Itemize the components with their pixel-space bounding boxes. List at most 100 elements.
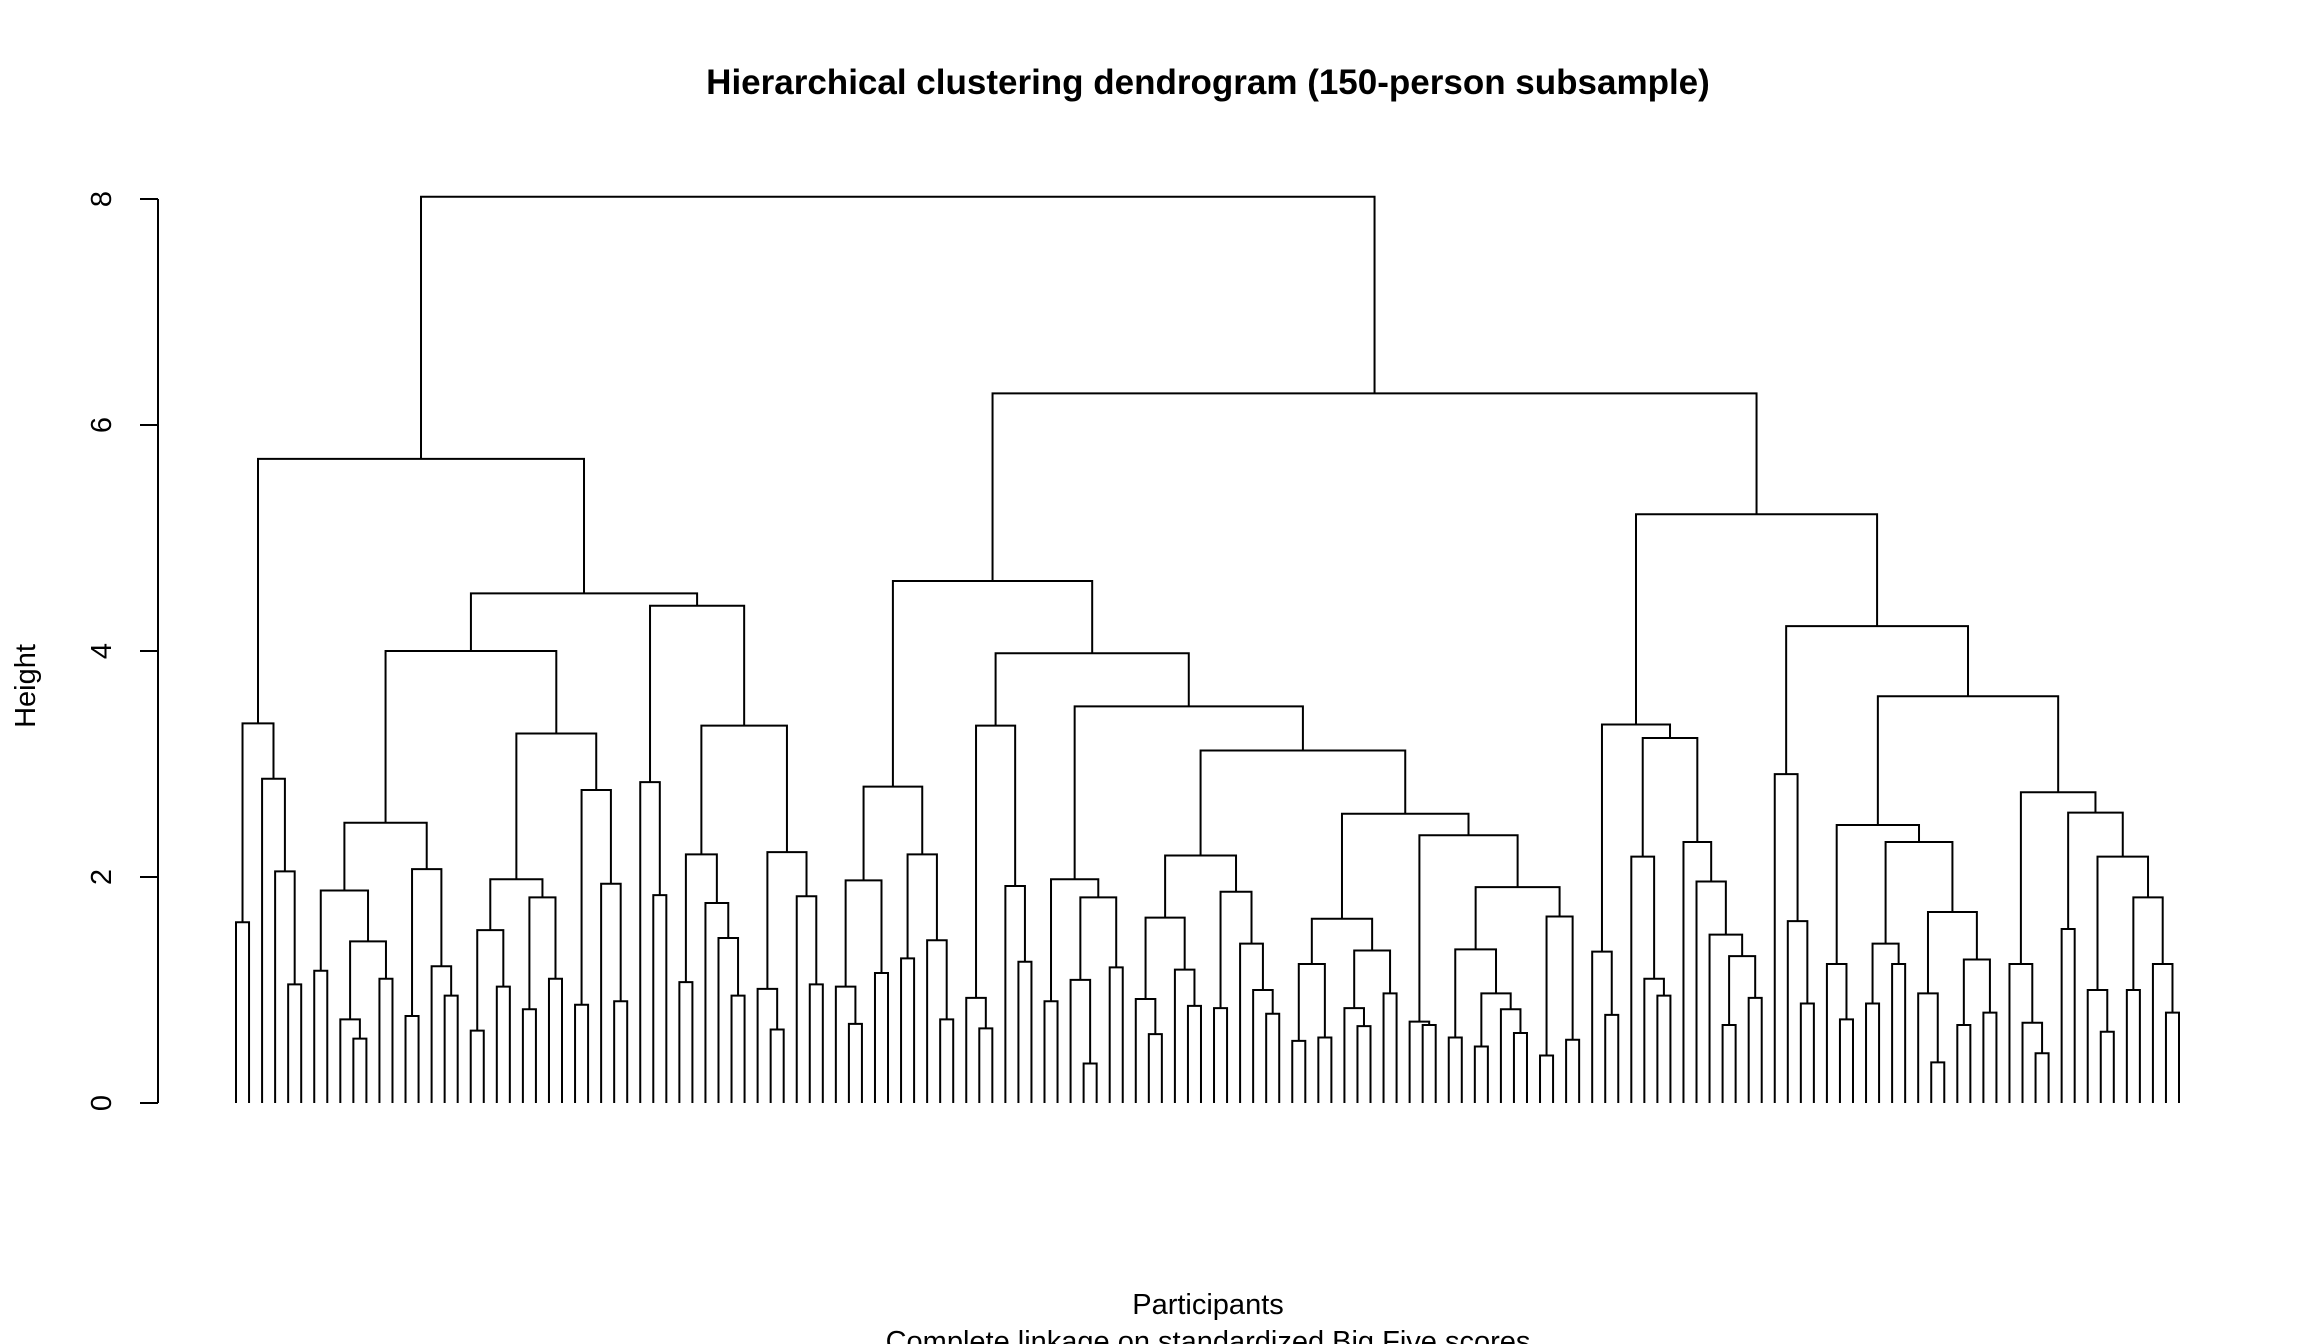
merge-link — [1539, 1054, 1555, 1103]
merge-link — [1982, 1011, 1998, 1103]
x-axis-label: Participants — [1132, 1289, 1284, 1321]
merge-link — [873, 972, 890, 1103]
merge-link — [2021, 1021, 2044, 1103]
merge-link — [2099, 1030, 2115, 1103]
merge-link — [469, 1029, 485, 1103]
merge-link — [1499, 1008, 1522, 1103]
merge-link — [1340, 812, 1470, 919]
merge-link — [1213, 1007, 1229, 1103]
merge-link — [2164, 1011, 2180, 1103]
merge-link — [1408, 1020, 1431, 1103]
merge-link — [994, 652, 1190, 726]
merge-link — [1073, 705, 1304, 880]
merge-link — [257, 457, 586, 724]
merge-link — [1173, 968, 1196, 1103]
merge-link — [349, 940, 387, 1020]
merge-link — [1252, 989, 1274, 1103]
merge-link — [730, 994, 746, 1103]
merge-link — [1199, 749, 1407, 856]
merge-link — [844, 879, 883, 987]
merge-link — [313, 969, 329, 1103]
merge-link — [1799, 1002, 1815, 1103]
merge-link — [339, 1018, 361, 1103]
y-tick-label: 4 — [86, 643, 118, 659]
merge-link — [2067, 811, 2124, 929]
merge-link — [378, 977, 394, 1103]
merge-link — [991, 392, 1758, 581]
merge-link — [678, 981, 694, 1103]
merge-link — [343, 821, 428, 891]
dendrogram-tree — [235, 195, 2180, 1103]
merge-link — [1604, 1013, 1620, 1103]
merge-link — [978, 1027, 994, 1103]
merge-link — [1082, 1062, 1098, 1103]
merge-link — [1186, 1004, 1202, 1103]
merge-link — [1695, 880, 1727, 1103]
merge-link — [900, 957, 916, 1103]
merge-link — [613, 1000, 629, 1103]
merge-link — [1353, 949, 1392, 1009]
merge-link — [1473, 1045, 1489, 1103]
merge-link — [1591, 950, 1613, 1103]
merge-link — [1310, 917, 1374, 965]
merge-link — [600, 882, 622, 1103]
merge-link — [489, 878, 544, 931]
merge-link — [939, 1018, 955, 1103]
merge-link — [1164, 854, 1238, 918]
merge-link — [1480, 992, 1512, 1047]
merge-link — [469, 592, 699, 651]
merge-link — [287, 983, 303, 1103]
merge-link — [2086, 989, 2109, 1103]
merge-link — [1069, 978, 1092, 1103]
merge-link — [1891, 963, 1907, 1103]
merge-link — [404, 1014, 420, 1103]
merge-link — [1786, 920, 1809, 1103]
merge-link — [1545, 915, 1574, 1056]
merge-link — [1297, 963, 1326, 1041]
merge-link — [495, 985, 511, 1103]
merge-link — [319, 889, 370, 971]
merge-link — [704, 901, 730, 1103]
merge-link — [834, 985, 857, 1103]
merge-link — [1317, 1036, 1333, 1103]
merge-link — [235, 921, 251, 1103]
y-axis-label: Height — [10, 644, 42, 728]
merge-link — [1382, 992, 1398, 1103]
merge-link — [862, 785, 924, 881]
merge-link — [2125, 989, 2141, 1103]
merge-link — [411, 868, 443, 1016]
merge-link — [1876, 695, 2060, 826]
merge-link — [430, 965, 453, 1103]
merge-link — [1728, 955, 1757, 1026]
merge-link — [2019, 791, 2097, 965]
merge-link — [443, 994, 459, 1103]
merge-link — [1512, 1031, 1528, 1103]
merge-link — [1825, 963, 1848, 1103]
merge-link — [521, 1008, 537, 1103]
merge-link — [639, 781, 661, 1103]
merge-link — [795, 895, 818, 1103]
merge-link — [515, 732, 598, 880]
merge-link — [1930, 1061, 1946, 1103]
merge-link — [274, 870, 296, 1103]
merge-link — [766, 851, 808, 989]
merge-link — [1265, 1012, 1281, 1103]
merge-link — [2132, 896, 2164, 990]
merge-link — [652, 894, 668, 1103]
merge-link — [717, 937, 740, 1103]
merge-link — [1635, 513, 1879, 725]
y-tick-label: 6 — [86, 417, 118, 433]
merge-link — [1600, 723, 1672, 952]
merge-link — [1043, 1000, 1059, 1103]
merge-link — [1447, 1036, 1463, 1103]
merge-link — [1004, 885, 1026, 1103]
merge-link — [700, 724, 788, 855]
merge-link — [580, 788, 612, 1005]
chart-title: Hierarchical clustering dendrogram (150-… — [706, 63, 1710, 102]
merge-link — [965, 996, 987, 1103]
y-axis: 0 2 4 6 8 — [86, 191, 159, 1111]
merge-link — [1773, 773, 1799, 1103]
merge-link — [756, 987, 779, 1103]
merge-link — [2008, 963, 2034, 1103]
